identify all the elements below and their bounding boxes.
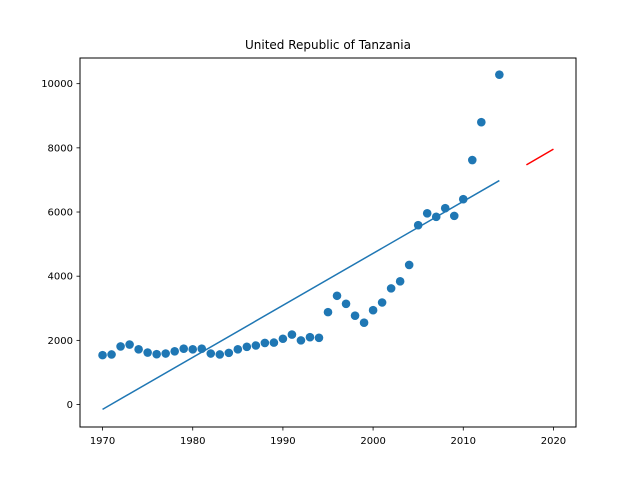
x-tick-label-1980: 1980 <box>180 436 205 447</box>
data-point-2004 <box>404 260 414 270</box>
data-point-1998 <box>350 311 360 320</box>
data-point-1994 <box>314 333 324 343</box>
data-point-2014 <box>495 70 504 79</box>
y-tick-label-6000: 6000 <box>48 208 73 219</box>
data-point-1986 <box>242 342 252 352</box>
projection-line <box>526 148 554 166</box>
data-point-1995 <box>323 307 333 317</box>
data-point-1971 <box>107 350 116 359</box>
data-point-1970 <box>98 350 107 360</box>
data-point-2011 <box>467 155 477 165</box>
data-point-1992 <box>296 336 306 345</box>
y-tick-label-4000: 4000 <box>48 272 73 283</box>
data-point-1997 <box>341 299 351 309</box>
data-point-1979 <box>179 344 189 354</box>
axes-frame <box>79 57 577 428</box>
data-point-2002 <box>386 284 396 293</box>
y-tick-label-8000: 8000 <box>48 143 73 154</box>
x-tick-label-1970: 1970 <box>90 436 115 447</box>
data-point-1988 <box>260 338 270 348</box>
data-point-2003 <box>395 277 405 286</box>
x-tick-label-2020: 2020 <box>541 436 566 447</box>
data-point-1999 <box>359 318 369 328</box>
x-tick-label-1990: 1990 <box>270 436 295 447</box>
data-point-2006 <box>422 209 432 218</box>
data-point-2009 <box>449 211 459 221</box>
data-point-1973 <box>125 340 134 349</box>
data-point-1989 <box>269 338 279 347</box>
x-tick-label-2010: 2010 <box>451 436 476 447</box>
data-point-2012 <box>477 117 486 127</box>
data-point-1976 <box>152 349 161 359</box>
data-point-1990 <box>278 334 288 344</box>
data-point-2010 <box>458 194 468 204</box>
data-point-1993 <box>305 332 315 342</box>
data-point-2001 <box>377 298 387 307</box>
data-point-2000 <box>368 305 378 315</box>
data-point-1982 <box>206 349 216 358</box>
data-point-1980 <box>188 345 198 354</box>
plot-area: 1970 1980 1990 2000 2010 2020 0 2000 4000 6000 800… <box>41 70 566 447</box>
data-point-1985 <box>233 345 243 354</box>
data-point-1975 <box>143 348 152 357</box>
data-point-2005 <box>413 220 423 230</box>
fit-line <box>102 179 500 411</box>
y-tick-label-0: 0 <box>67 400 73 411</box>
data-point-1974 <box>134 345 143 354</box>
y-tick-label-10000: 10000 <box>41 79 73 90</box>
data-point-1983 <box>215 350 225 359</box>
data-point-1991 <box>287 330 297 339</box>
data-point-1987 <box>251 341 261 350</box>
data-point-1996 <box>332 291 342 301</box>
data-point-1977 <box>161 349 170 358</box>
data-point-1978 <box>170 346 179 356</box>
data-point-1984 <box>224 348 234 358</box>
data-point-1972 <box>116 342 125 351</box>
y-tick-label-2000: 2000 <box>48 336 73 347</box>
chart-title: United Republic of Tanzania <box>245 38 411 52</box>
x-tick-label-2000: 2000 <box>360 436 385 447</box>
